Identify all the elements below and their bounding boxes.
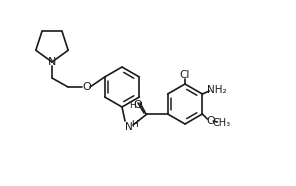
Text: O: O <box>206 116 215 126</box>
Text: Cl: Cl <box>180 70 190 80</box>
Text: CH₃: CH₃ <box>212 118 230 128</box>
Text: N: N <box>125 122 133 132</box>
Text: H: H <box>130 100 136 110</box>
Text: O: O <box>133 100 142 110</box>
Text: N: N <box>48 57 56 67</box>
Text: NH₂: NH₂ <box>207 85 226 95</box>
Text: O: O <box>83 82 91 92</box>
Text: H: H <box>132 119 138 129</box>
